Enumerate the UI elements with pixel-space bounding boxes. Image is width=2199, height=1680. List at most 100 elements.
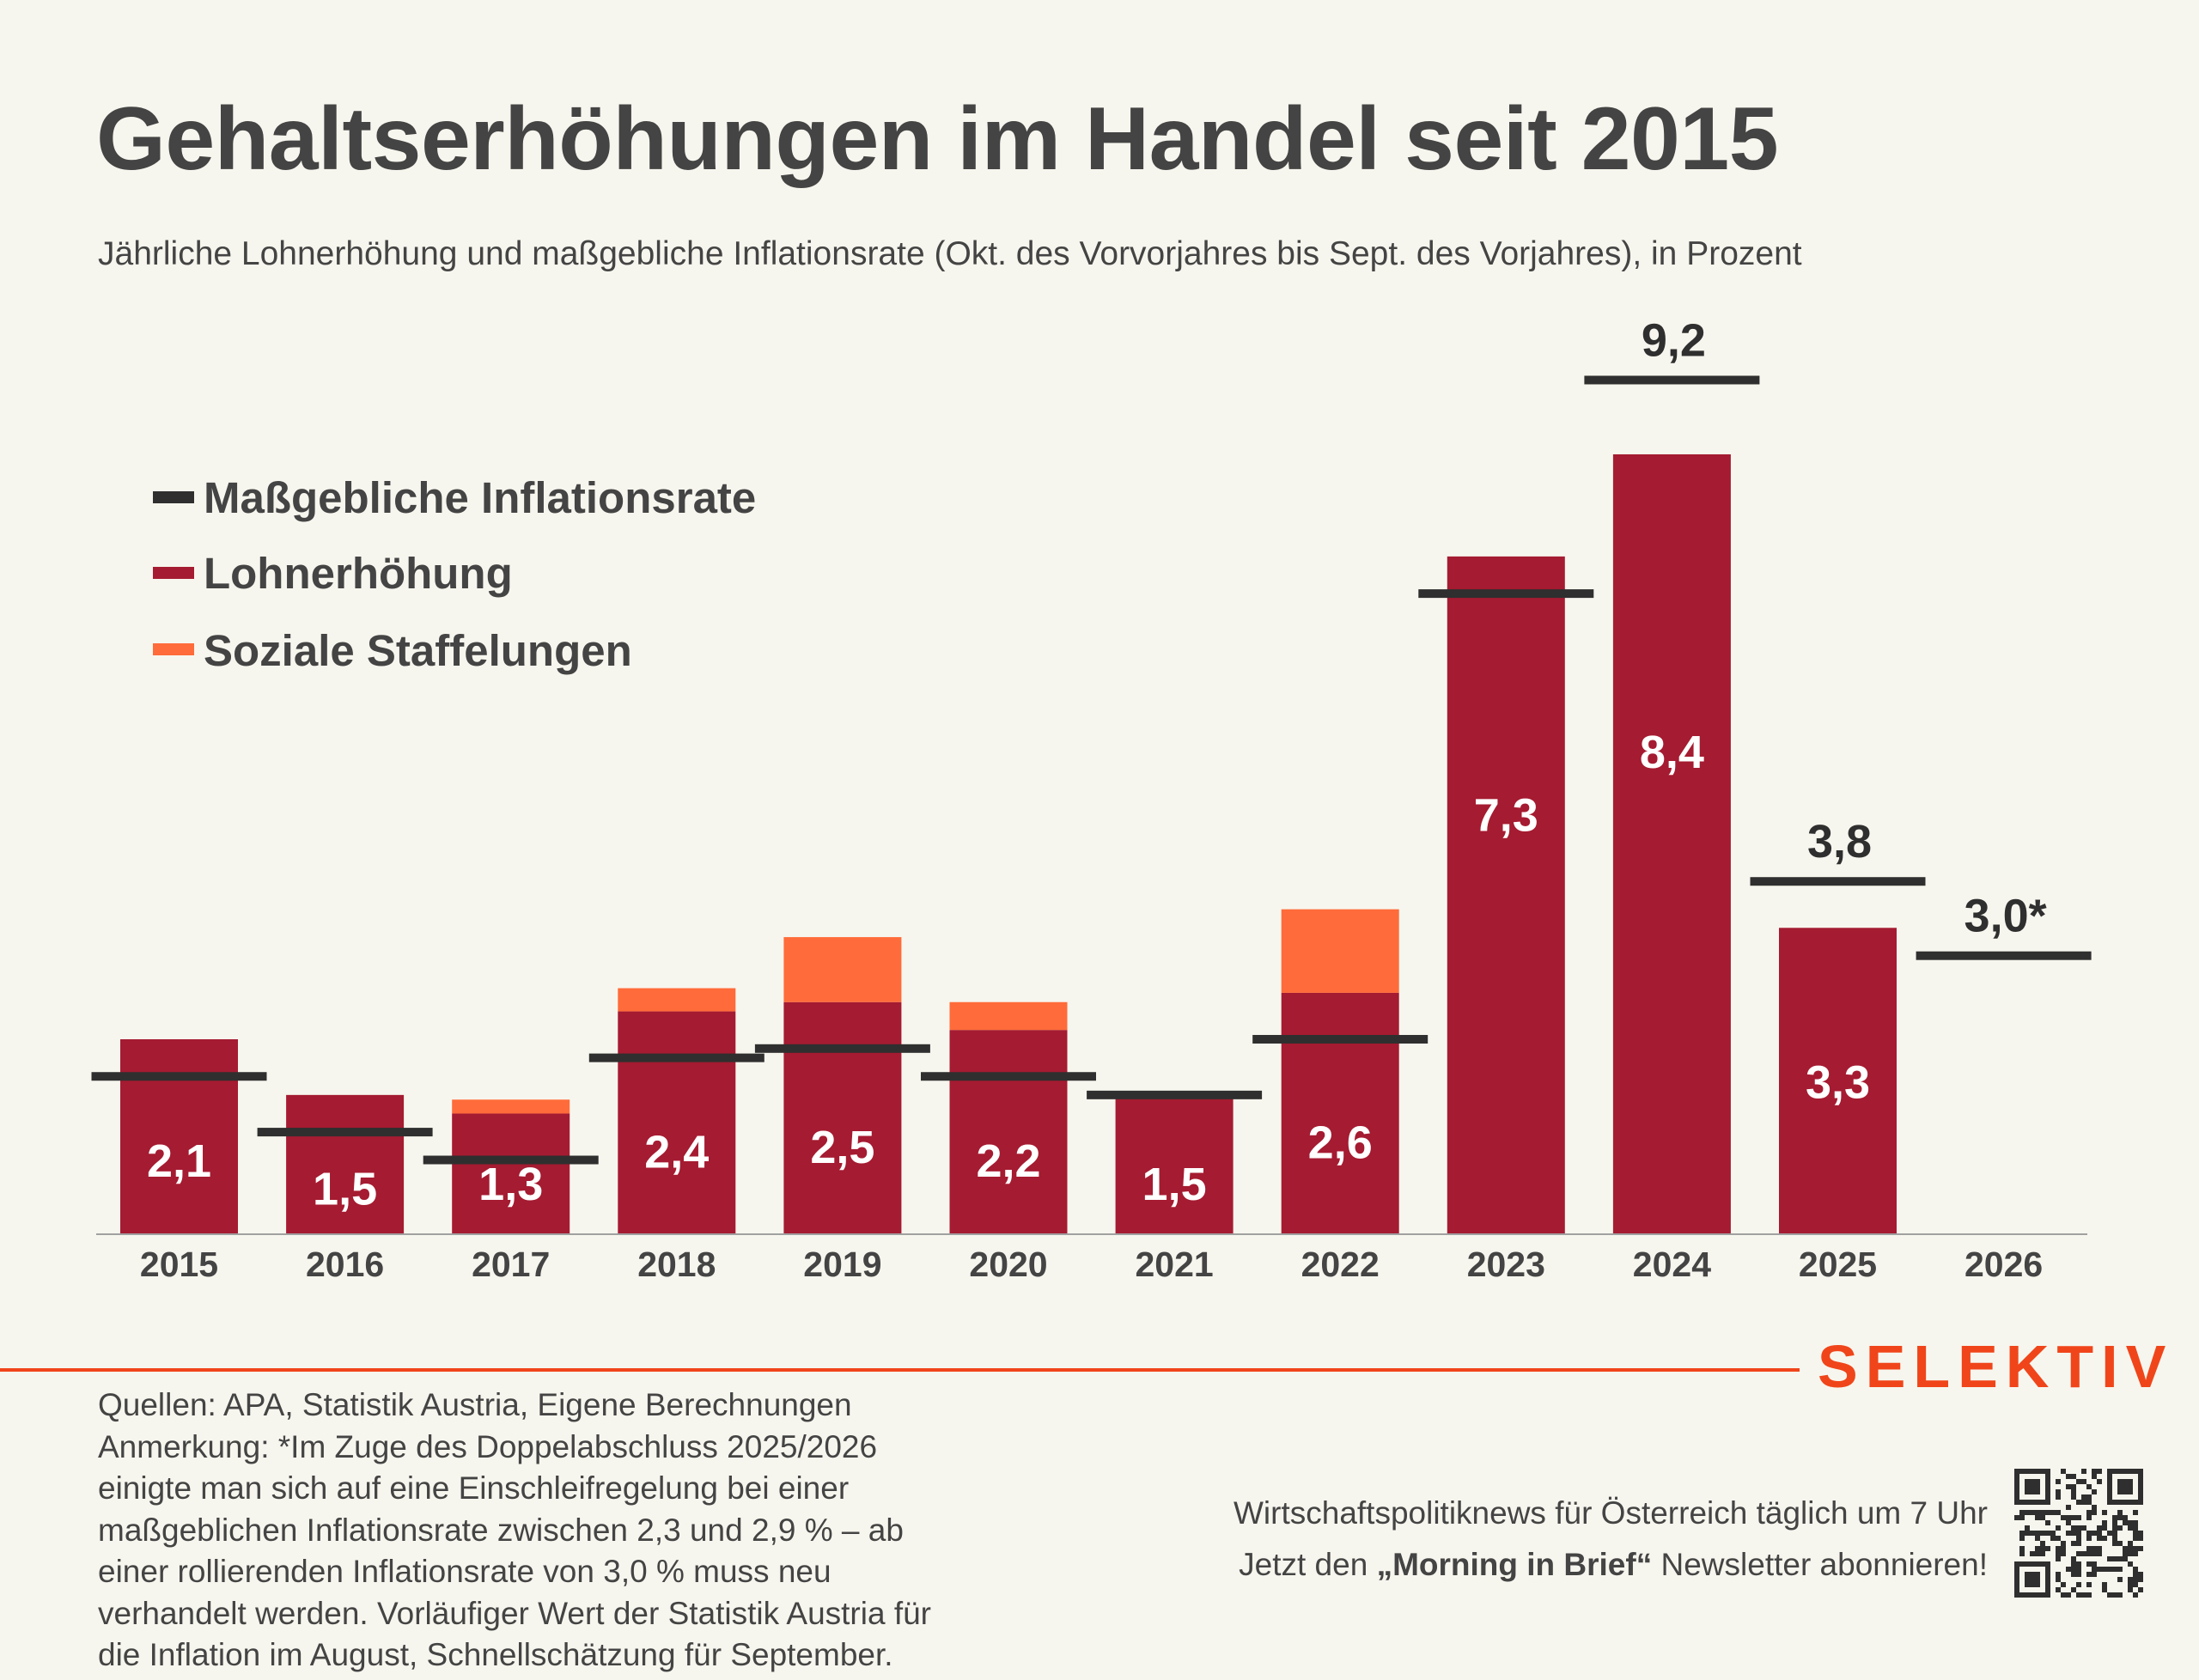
qr-module [2092, 1551, 2097, 1556]
qr-module [2071, 1567, 2076, 1572]
qr-module [2019, 1510, 2025, 1515]
qr-module [2092, 1510, 2097, 1515]
x-tick-label: 2016 [306, 1245, 384, 1284]
chart-title: Gehaltserhöhungen im Handel seit 2015 [96, 89, 1779, 189]
qr-module [2092, 1531, 2097, 1536]
qr-module [2025, 1510, 2030, 1515]
bar-wage-2015 [120, 1038, 238, 1234]
bar-chart: Maßgebliche Inflationsrate Lohnerhöhung … [91, 314, 2092, 1284]
qr-module [2123, 1520, 2128, 1525]
qr-module [2076, 1592, 2081, 1598]
qr-finder-core [2025, 1572, 2040, 1587]
inflation-line-2024 [1584, 375, 1760, 385]
qr-module [2133, 1551, 2138, 1556]
qr-module [2076, 1536, 2081, 1541]
qr-module [2040, 1546, 2045, 1551]
qr-module [2040, 1551, 2045, 1556]
bar-label-2022: 2,6 [1308, 1117, 1373, 1168]
qr-module [2123, 1515, 2128, 1520]
qr-finder-core [2025, 1479, 2040, 1494]
qr-module [2071, 1556, 2076, 1561]
promo-line-2[interactable]: Jetzt den „Morning in Brief“ Newsletter … [1234, 1539, 1988, 1591]
qr-module [2123, 1556, 2128, 1561]
qr-module [2035, 1510, 2040, 1515]
qr-module [2019, 1546, 2025, 1551]
qr-module [2086, 1531, 2092, 1536]
inflation-line-2019 [754, 1044, 930, 1053]
bar-label-2024: 8,4 [1640, 727, 1704, 778]
qr-module [2086, 1592, 2092, 1598]
qr-module [2076, 1500, 2081, 1505]
qr-module [2019, 1531, 2025, 1536]
qr-module [2102, 1525, 2107, 1531]
qr-module [2056, 1510, 2061, 1515]
qr-module [2133, 1577, 2138, 1582]
qr-module [2097, 1546, 2102, 1551]
qr-module [2030, 1551, 2035, 1556]
qr-module [2050, 1531, 2056, 1536]
qr-module [2056, 1494, 2061, 1500]
qr-module [2138, 1587, 2143, 1592]
qr-module [2066, 1505, 2071, 1510]
inflation-label-2026: 3,0* [1964, 891, 2047, 942]
bar-wage-2024 [1612, 453, 1731, 1234]
legend-label-inflation: Maßgebliche Inflationsrate [204, 473, 756, 522]
qr-module [2117, 1592, 2123, 1598]
qr-module [2133, 1525, 2138, 1531]
qr-code-icon[interactable] [2014, 1469, 2143, 1598]
qr-module [2081, 1525, 2086, 1531]
qr-module [2102, 1587, 2107, 1592]
qr-module [2086, 1536, 2092, 1541]
qr-module [2107, 1592, 2112, 1598]
qr-module [2117, 1525, 2123, 1531]
qr-module [2102, 1536, 2107, 1541]
qr-module [2133, 1582, 2138, 1587]
qr-module [2092, 1474, 2097, 1479]
qr-module [2061, 1515, 2066, 1520]
qr-module [2138, 1536, 2143, 1541]
qr-module [2092, 1567, 2097, 1572]
qr-module [2133, 1567, 2138, 1572]
legend-swatch-wage [153, 567, 194, 579]
qr-module [2066, 1531, 2071, 1536]
qr-module [2050, 1536, 2056, 1541]
qr-module [2066, 1567, 2071, 1572]
qr-module [2081, 1494, 2086, 1500]
legend: Maßgebliche Inflationsrate Lohnerhöhung … [153, 473, 756, 675]
qr-module [2102, 1520, 2107, 1525]
inflation-lines-group [91, 375, 2092, 1165]
qr-module [2086, 1546, 2092, 1551]
qr-module [2045, 1546, 2050, 1551]
qr-module [2117, 1577, 2123, 1582]
qr-module [2112, 1556, 2117, 1561]
qr-module [2066, 1592, 2071, 1598]
qr-module [2061, 1582, 2066, 1587]
qr-module [2092, 1505, 2097, 1510]
brand-logo: SELEKTIV [1818, 1333, 2174, 1400]
newsletter-name[interactable]: „Morning in Brief“ [1376, 1547, 1653, 1582]
qr-module [2081, 1469, 2086, 1474]
qr-module [2086, 1582, 2092, 1587]
bars-group [120, 453, 1897, 1234]
qr-module [2035, 1515, 2040, 1520]
bar-label-2021: 1,5 [1142, 1159, 1207, 1210]
bar-wage-2017 [452, 1113, 570, 1234]
bar-wage-2025 [1779, 928, 1897, 1234]
qr-module [2112, 1592, 2117, 1598]
qr-module [2071, 1531, 2076, 1536]
qr-module [2050, 1510, 2056, 1515]
bar-social-2022 [1281, 909, 1399, 993]
qr-module [2092, 1546, 2097, 1551]
qr-module [2014, 1515, 2019, 1520]
inflation-line-2017 [423, 1155, 599, 1165]
qr-module [2138, 1572, 2143, 1577]
notes-line: einer rollierenden Inflationsrate von 3,… [98, 1554, 831, 1589]
bar-label-2020: 2,2 [976, 1135, 1040, 1187]
qr-module [2138, 1546, 2143, 1551]
qr-module [2092, 1572, 2097, 1577]
qr-module [2097, 1525, 2102, 1531]
inflation-line-2026 [1916, 951, 2092, 960]
inflation-line-2018 [588, 1053, 764, 1062]
notes-line: Anmerkung: *Im Zuge des Doppelabschluss … [98, 1428, 878, 1464]
qr-module [2097, 1551, 2102, 1556]
